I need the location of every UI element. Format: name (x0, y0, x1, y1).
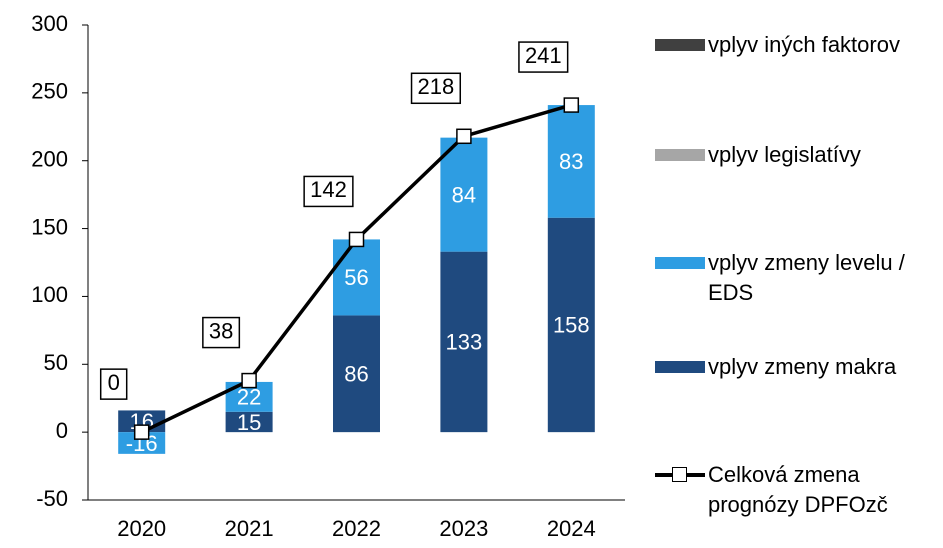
legend-swatch (655, 460, 705, 490)
legend-label: vplyv zmeny levelu / EDS (708, 250, 905, 305)
y-tick-label: 50 (44, 350, 68, 375)
y-tick-label: 150 (31, 214, 68, 239)
line-label-group: 218 (410, 72, 462, 105)
legend-marker (672, 467, 687, 482)
x-tick-label: 2024 (547, 516, 596, 541)
legend-entry: Celková zmena prognózy DPFOzč (655, 460, 940, 520)
legend-label: vplyv legislatívy (708, 142, 861, 167)
line-label-group: 241 (518, 41, 569, 73)
line-label: 0 (108, 370, 120, 395)
line-label-group: 38 (202, 316, 241, 349)
y-tick-label: 200 (31, 147, 68, 172)
x-tick-label: 2020 (117, 516, 166, 541)
line-label-box (410, 72, 462, 105)
line-marker (563, 97, 580, 113)
data-label: 133 (446, 330, 483, 355)
legend-swatch (655, 149, 705, 161)
line-label-box (303, 175, 354, 208)
y-tick-label: 300 (31, 11, 68, 36)
y-tick-label: -50 (36, 486, 68, 511)
data-label: 158 (553, 313, 590, 338)
bar (118, 432, 166, 454)
legend-label: Celková zmena prognózy DPFOzč (708, 462, 888, 517)
line-label: 218 (418, 74, 455, 99)
legend-entry: vplyv legislatívy (655, 140, 940, 170)
line-label: 142 (310, 177, 347, 202)
legend-swatch (655, 39, 705, 51)
x-tick-label: 2023 (439, 516, 488, 541)
data-label: 86 (344, 362, 368, 387)
legend-entry: vplyv zmeny levelu / EDS (655, 248, 940, 308)
legend-entry: vplyv zmeny makra (655, 352, 940, 382)
x-tick-label: 2021 (225, 516, 274, 541)
y-tick-label: 100 (31, 282, 68, 307)
legend-label: vplyv iných faktorov (708, 32, 900, 57)
bar (440, 137, 488, 252)
x-tick-label: 2022 (332, 516, 381, 541)
line-label-box (518, 41, 569, 73)
legend-swatch (655, 257, 705, 269)
legend-entry: vplyv iných faktorov (655, 30, 940, 60)
y-tick-label: 250 (31, 79, 68, 104)
data-label: 56 (344, 265, 368, 290)
data-label: 84 (452, 182, 476, 207)
bar (333, 239, 380, 316)
bar (333, 315, 380, 433)
line-label: 38 (209, 318, 233, 343)
line-label-box (202, 316, 241, 349)
data-label: 22 (237, 385, 261, 410)
line-label-box (99, 368, 128, 400)
line-marker (456, 128, 472, 145)
line-label-group: 142 (303, 175, 354, 208)
legend-swatch (655, 361, 705, 373)
line-label: 241 (525, 43, 562, 68)
legend-label: vplyv zmeny makra (708, 354, 897, 379)
bar (440, 251, 488, 433)
bar (225, 411, 273, 433)
data-label: 83 (559, 149, 583, 174)
data-label: 15 (237, 410, 261, 435)
line-marker (133, 424, 150, 440)
y-tick-label: 0 (56, 418, 68, 443)
line-marker (241, 372, 257, 389)
bar (547, 217, 595, 433)
line-marker (348, 231, 365, 248)
line-label-group: 0 (99, 368, 128, 400)
bar (547, 105, 595, 218)
